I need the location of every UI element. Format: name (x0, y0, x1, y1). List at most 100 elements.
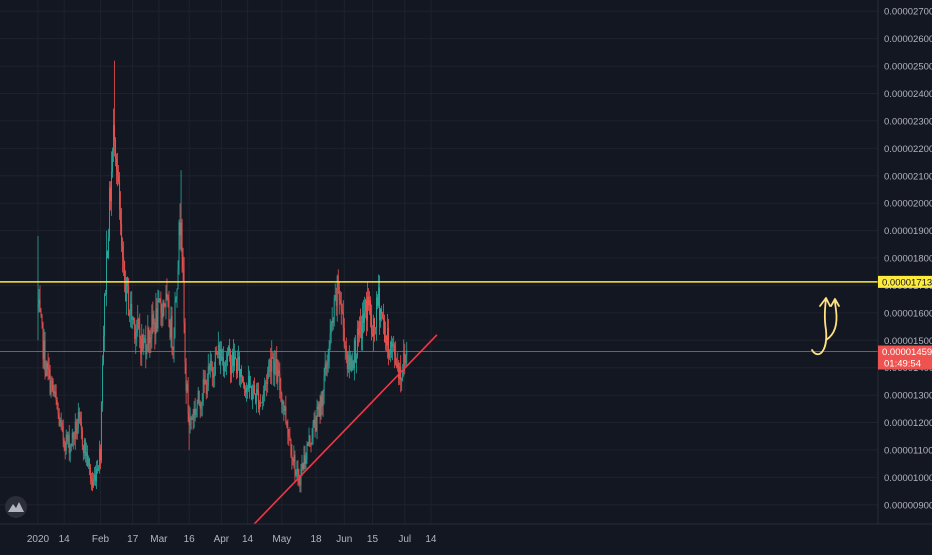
candle-body (322, 391, 324, 407)
candle-body (151, 314, 153, 339)
candle-body (92, 479, 94, 487)
candle-body (326, 365, 328, 369)
time-tick-label: 14 (59, 534, 71, 545)
candle-body (70, 445, 72, 447)
candle-body (370, 300, 371, 315)
candle-body (156, 308, 158, 329)
candle-body (118, 175, 120, 182)
candle-body (215, 352, 217, 354)
countdown-tag (878, 357, 932, 370)
candle-body (205, 379, 207, 395)
candle-body (49, 369, 51, 394)
candle-body (86, 452, 88, 466)
candle-body (178, 222, 180, 269)
candle-body (242, 376, 243, 383)
candle-body (314, 419, 316, 428)
price-tick-label: 0.00001900 (884, 226, 932, 237)
candle-body (121, 223, 123, 247)
candle-body (353, 340, 355, 368)
candle-body (176, 288, 178, 298)
candle-body (133, 317, 135, 321)
tradingview-logo-icon[interactable] (5, 496, 27, 518)
candle-body (39, 299, 41, 312)
candle-body (286, 421, 288, 428)
candle-body (189, 417, 191, 426)
candle-body (307, 444, 309, 446)
candle-body (166, 293, 168, 298)
candle-body (185, 362, 187, 391)
candle-body (350, 357, 352, 371)
candle-body (192, 418, 194, 419)
candle-body (303, 455, 305, 469)
candle-body (54, 391, 56, 394)
candle-body (290, 439, 292, 455)
candle-body (140, 338, 142, 355)
time-tick-label: 15 (367, 534, 379, 545)
candle-body (391, 341, 393, 347)
candle-body (385, 335, 387, 343)
candle-body (406, 350, 408, 356)
candle-body (324, 363, 326, 375)
candle-body (317, 406, 319, 410)
price-tick-label: 0.00002300 (884, 116, 932, 127)
candle-body (383, 318, 385, 320)
candle-body (100, 448, 101, 461)
candle-body (210, 360, 212, 367)
time-tick-label: Jul (398, 534, 411, 545)
candle-body (160, 302, 162, 313)
candle-body (158, 298, 160, 300)
time-axis[interactable]: 2020 14 Feb 17 Mar 16 Apr 14 May 18 Jun 15 Jul 14 (0, 523, 932, 550)
candle-body (315, 427, 317, 431)
candle-body (381, 309, 383, 314)
candle-body (360, 325, 362, 339)
candle-body (162, 302, 164, 319)
candle-body (277, 370, 279, 383)
candle-body (85, 452, 87, 456)
candle-body (46, 362, 48, 376)
candle-body (348, 355, 350, 370)
trendline[interactable] (251, 334, 438, 528)
candle-body (231, 352, 233, 366)
candle-body (274, 362, 276, 375)
candle-body (172, 348, 174, 350)
candle-body (302, 463, 304, 469)
price-axis[interactable] (877, 0, 932, 524)
candle-body (325, 363, 327, 369)
candle-body (361, 314, 363, 339)
candle-body (230, 365, 232, 374)
time-tick-label: 2020 (27, 534, 50, 545)
candle-body (105, 294, 106, 295)
candle-body (64, 444, 66, 451)
candle-body (249, 375, 251, 388)
up-arrow-annotation[interactable] (811, 297, 840, 356)
candle-body (182, 255, 184, 270)
candle-body (364, 300, 366, 312)
candle-body (289, 436, 291, 440)
candle-body (168, 300, 170, 326)
time-tick-label: 17 (127, 534, 139, 545)
candle-body (126, 277, 128, 302)
candle-body (125, 280, 127, 302)
candle-body (259, 402, 261, 410)
candle-body (102, 363, 103, 404)
price-tick-label: 0.00001800 (884, 254, 932, 265)
candle-body (297, 468, 299, 477)
candle-body (149, 337, 151, 344)
candle-body (384, 319, 386, 343)
candle-body (40, 311, 42, 315)
candle-body (206, 386, 208, 395)
candle-body (333, 298, 335, 323)
price-tick-label: 0.00002500 (884, 62, 932, 73)
candle-body (351, 360, 353, 371)
price-tick-label: 0.00001300 (884, 391, 932, 402)
candle-body (63, 439, 65, 445)
candle-body (115, 139, 117, 160)
candle-body (76, 427, 78, 434)
candle-body (240, 368, 241, 378)
candle-body (267, 371, 269, 385)
candle-body (327, 361, 329, 366)
last-price-label: 0.00001459 (882, 347, 932, 358)
price-tick-label: 0.00002700 (884, 7, 932, 18)
